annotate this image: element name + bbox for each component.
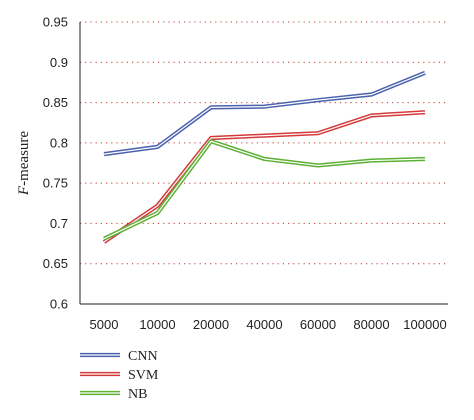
legend-label: NB	[128, 387, 147, 402]
gridlines	[80, 21, 448, 265]
x-tick-label: 10000	[139, 317, 175, 332]
series-line-inner	[103, 111, 426, 243]
x-tick-label: 80000	[353, 317, 389, 332]
series-line-inner	[103, 72, 426, 155]
legend-item-svm: SVM	[80, 368, 159, 383]
y-tick-label: 0.95	[43, 15, 68, 30]
series-line-outer	[102, 110, 426, 244]
x-tick-label: 5000	[90, 317, 119, 332]
series-svm	[102, 110, 426, 244]
x-tick-label: 20000	[193, 317, 229, 332]
y-tick-label: 0.75	[43, 176, 68, 191]
series-line-outer	[103, 139, 426, 241]
axes	[79, 22, 448, 305]
y-tick-label: 0.7	[50, 216, 68, 231]
y-tick-labels: 0.6 0.65 0.7 0.75 0.8 0.85 0.9 0.95	[43, 15, 68, 312]
legend-item-nb: NB	[80, 387, 147, 402]
x-tick-label: 60000	[300, 317, 336, 332]
x-tick-label: 40000	[246, 317, 282, 332]
y-tick-label: 0.9	[50, 55, 68, 70]
y-tick-label: 0.65	[43, 256, 68, 271]
x-tick-label: 100000	[403, 317, 446, 332]
series-lines	[102, 70, 426, 244]
legend: CNN SVM NB	[80, 349, 159, 402]
series-line-inner	[103, 140, 426, 240]
series-nb	[103, 139, 426, 241]
series-cnn	[103, 70, 426, 157]
x-tick-labels: 5000 10000 20000 40000 60000 80000 100000	[90, 317, 447, 332]
legend-label: CNN	[128, 349, 158, 364]
y-tick-label: 0.85	[43, 95, 68, 110]
y-tick-label: 0.6	[50, 297, 68, 312]
y-tick-label: 0.8	[50, 135, 68, 150]
legend-label: SVM	[128, 368, 159, 383]
legend-item-cnn: CNN	[80, 349, 158, 364]
y-axis-title: F-measure	[16, 131, 32, 196]
